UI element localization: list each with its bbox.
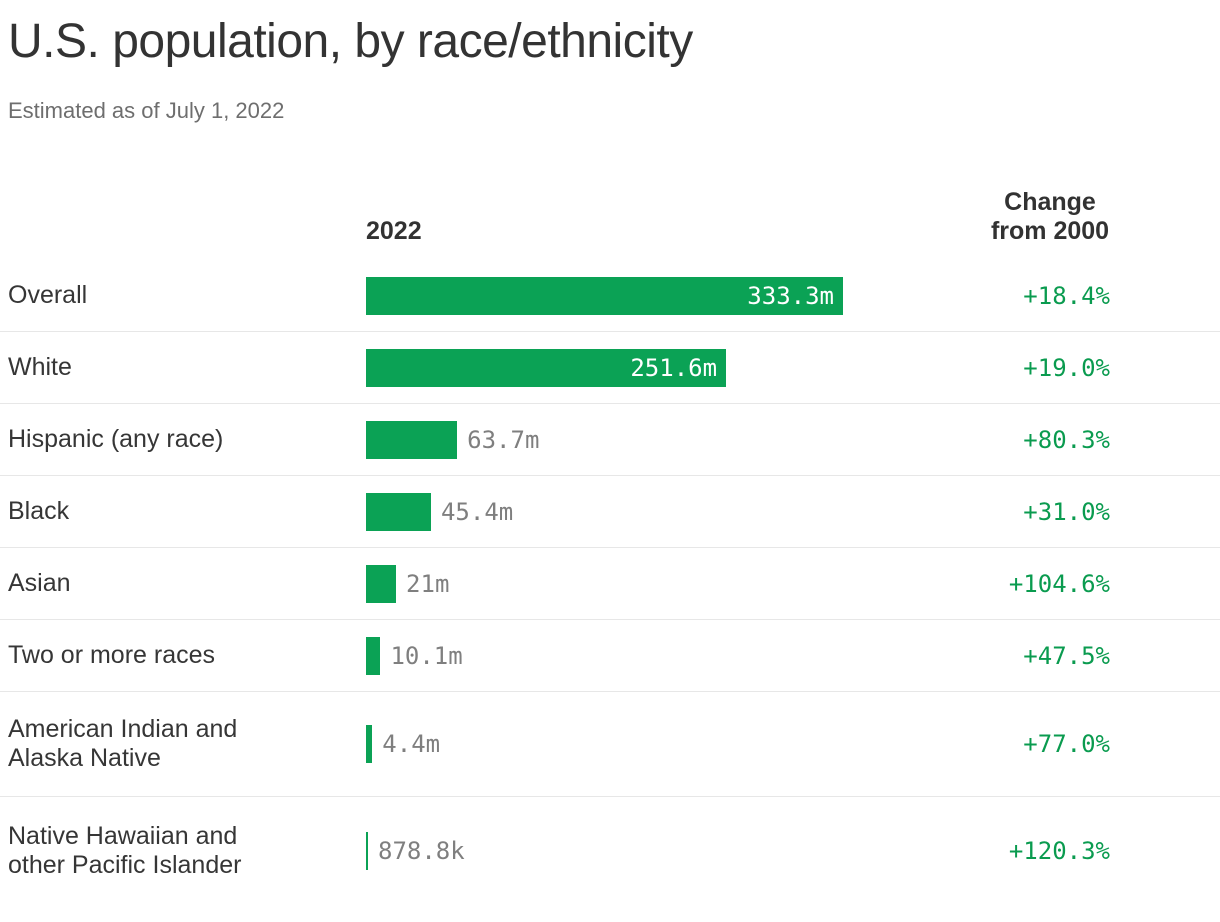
bar-cell: 21m 21m [366, 564, 975, 603]
table-row-native-hawaiian: Native Hawaiian and other Pacific Island… [0, 797, 1220, 905]
chart-title: U.S. population, by race/ethnicity [8, 15, 693, 68]
bar: 45.4m [366, 492, 431, 531]
column-header-change-line2: from 2000 [990, 217, 1110, 245]
bar-cell: 45.4m 45.4m [366, 492, 975, 531]
change-value: +80.3% [1023, 425, 1110, 454]
column-headers: 2022 Change from 2000 [0, 188, 1220, 246]
bar: 878.8k [366, 832, 368, 870]
column-header-2022: 2022 [366, 217, 422, 245]
bar-cell: 10.1m 10.1m [366, 636, 975, 675]
change-value: +77.0% [1023, 730, 1110, 758]
change-value: +104.6% [1008, 569, 1110, 598]
change-value: +120.3% [1008, 837, 1110, 865]
bar-value-label: 878.8k [378, 837, 465, 865]
chart-subtitle: Estimated as of July 1, 2022 [8, 98, 285, 123]
row-label: Black [8, 497, 70, 525]
change-value: +18.4% [1023, 281, 1110, 310]
bar-value-label: 21m [406, 569, 450, 598]
row-label: Hispanic (any race) [8, 425, 224, 453]
table-row-white: White 251.6m 251.6m +19.0% [0, 332, 1220, 404]
change-value: +47.5% [1023, 641, 1110, 670]
table-row-hispanic: Hispanic (any race) 63.7m 63.7m +80.3% [0, 404, 1220, 476]
bar: 10.1m [366, 636, 381, 675]
row-label: Two or more races [8, 641, 216, 669]
row-label: American Indian and Alaska Native [8, 715, 238, 772]
column-header-change: Change from 2000 [975, 188, 1125, 246]
bar-cell: 63.7m 63.7m [366, 420, 975, 459]
table-row-overall: Overall 333.3m 333.3m +18.4% [0, 260, 1220, 332]
change-value: +19.0% [1023, 353, 1110, 382]
table-row-american-indian: American Indian and Alaska Native 4.4m 4… [0, 692, 1220, 797]
column-header-change-line1: Change [1004, 188, 1096, 216]
row-label: Asian [8, 569, 71, 597]
bar-cell: 878.8k 878.8k [366, 832, 975, 870]
bar: 4.4m [366, 725, 373, 763]
bar-value-label: 333.3m [747, 281, 834, 310]
row-label: Overall [8, 281, 88, 309]
bar-value-label: 63.7m [467, 425, 540, 454]
bar: 251.6m [366, 348, 727, 387]
table-row-black: Black 45.4m 45.4m +31.0% [0, 476, 1220, 548]
bar-cell: 4.4m 4.4m [366, 725, 975, 763]
bar-cell: 251.6m 251.6m [366, 348, 975, 387]
row-label: White [8, 353, 72, 381]
bar-value-label: 251.6m [630, 353, 718, 382]
bar-value-label: 45.4m [440, 497, 514, 526]
bar-cell: 333.3m 333.3m [366, 276, 975, 315]
row-label: Native Hawaiian and other Pacific Island… [8, 822, 242, 879]
bar: 63.7m [366, 420, 458, 459]
change-value: +31.0% [1023, 497, 1110, 526]
bar: 333.3m [366, 276, 843, 315]
bar-value-label: 4.4m [382, 730, 441, 758]
bar: 21m [366, 564, 397, 603]
table-row-asian: Asian 21m 21m +104.6% [0, 548, 1220, 620]
chart-page: U.S. population, by race/ethnicity Estim… [0, 16, 1220, 922]
table-row-two-or-more: Two or more races 10.1m 10.1m +47.5% [0, 620, 1220, 692]
bar-chart-rows: Overall 333.3m 333.3m +18.4% White 251.6… [0, 260, 1220, 905]
bar-value-label: 10.1m [390, 641, 463, 670]
